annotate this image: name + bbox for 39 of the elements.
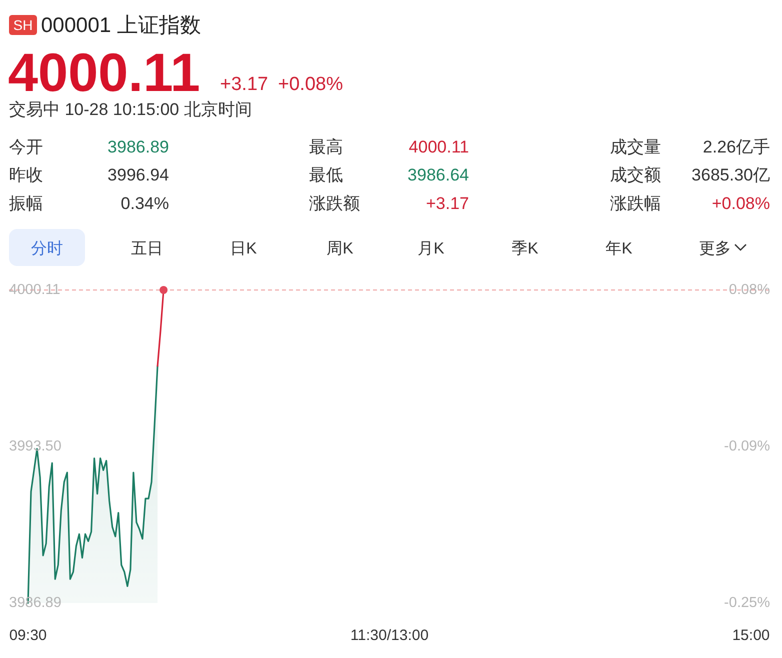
chart-subtitle: 交易中 10-28 10:15:00 北京时间	[9, 100, 252, 119]
text: 最低	[309, 166, 343, 184]
text: 4000.11	[408, 138, 469, 156]
text: 2.26亿手	[702, 138, 770, 156]
y-tick-label: 3993.50	[9, 438, 62, 454]
text: 0.34%	[120, 194, 169, 213]
text: +0.08%	[278, 74, 344, 95]
text: 振幅	[9, 194, 43, 213]
y2-tick-label: -0.25%	[724, 595, 770, 611]
text: +0.08%	[712, 194, 770, 213]
x-tick-label: 11:30/13:00	[350, 627, 429, 644]
text: 涨跌额	[309, 194, 360, 213]
y-tick-label: 4000.11	[9, 282, 60, 298]
text: 季K	[512, 240, 539, 258]
text: 成交额	[610, 166, 661, 184]
text: 成交量	[610, 138, 661, 156]
chart-title: 000001 上证指数	[41, 14, 201, 37]
text: 月K	[418, 240, 445, 258]
text: 3996.94	[108, 166, 169, 184]
text: 日K	[230, 240, 258, 258]
text: 分时	[31, 240, 63, 258]
y-tick-label: 3986.89	[9, 595, 62, 611]
text: 3986.89	[108, 138, 169, 156]
text: 3986.64	[408, 166, 469, 184]
text: 周K	[326, 240, 354, 258]
text: 五日	[131, 240, 163, 258]
x-tick-label: 15:00	[732, 627, 770, 644]
y2-tick-label: -0.09%	[724, 438, 770, 455]
text: +3.17	[220, 74, 268, 95]
market-badge: SH	[9, 15, 37, 35]
x-tick-label: 09:30	[9, 627, 47, 644]
text: 今开	[9, 138, 43, 156]
text: 最高	[309, 138, 343, 156]
text: 涨跌幅	[610, 194, 661, 213]
text: +3.17	[426, 194, 469, 213]
text: 3685.30亿	[692, 166, 770, 184]
text: 年K	[606, 240, 633, 258]
text: 昨收	[9, 166, 43, 184]
text: 更多	[699, 240, 731, 258]
